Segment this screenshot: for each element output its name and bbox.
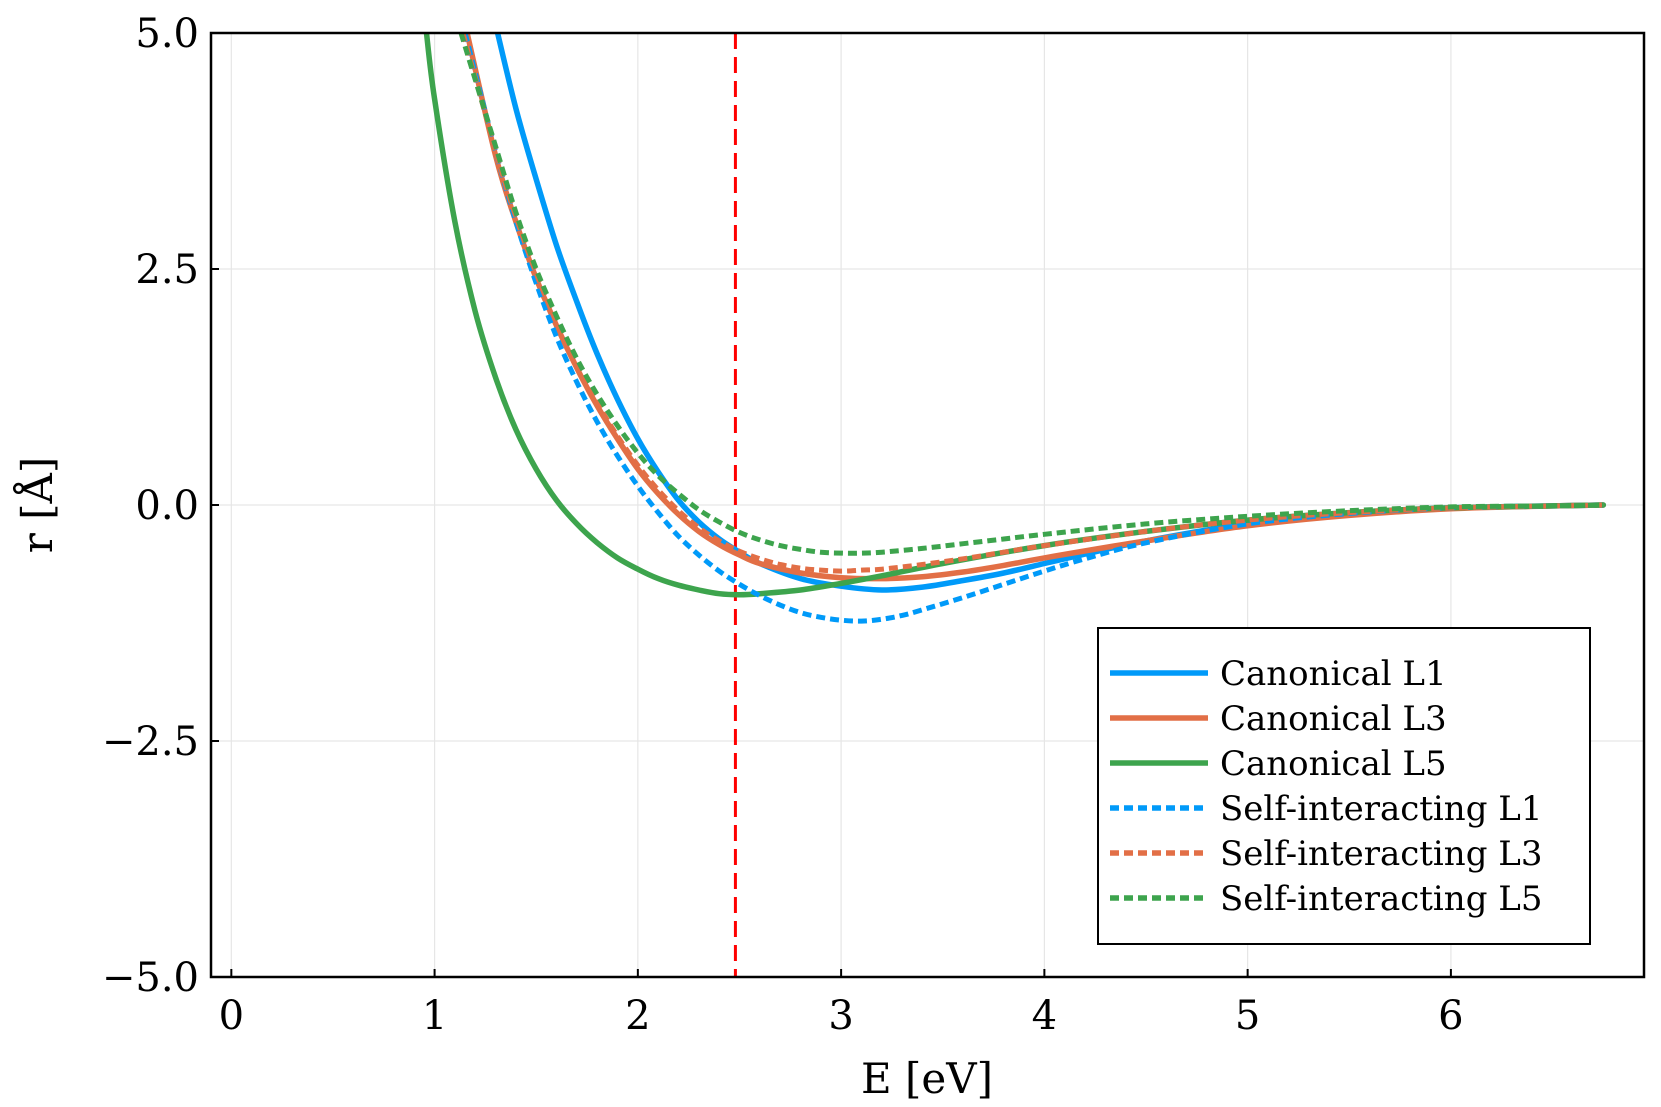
y-tick-label: −5.0 [102,955,199,1001]
x-tick-label: 6 [1438,993,1463,1039]
legend-box [1097,627,1591,945]
series-line-canonical-l3 [464,33,1607,582]
series-layer [423,33,1607,624]
y-tick-label: 0.0 [135,483,199,529]
legend: Canonical L1 Canonical L3 Canonical L5 Self… [1097,627,1591,945]
y-axis-label: r [Å] [12,457,62,554]
legend-label-canonical-l1: Canonical L1 [1220,654,1447,694]
legend-label-canonical-l3: Canonical L3 [1220,699,1447,739]
x-tick-label: 4 [1032,993,1057,1039]
legend-label-self-interacting-l1: Self-interacting L1 [1220,789,1543,829]
x-tick-label: 1 [422,993,447,1039]
axis-ticks: 0 1 2 3 4 5 6 −5.0 −2.5 0.0 2.5 5.0 [102,11,1464,1039]
x-tick-label: 5 [1235,993,1260,1039]
y-tick-label: −2.5 [102,719,199,765]
x-tick-label: 0 [219,993,244,1039]
x-axis-label: E [eV] [861,1054,993,1103]
series-line-self-interacting-l3 [460,33,1604,574]
legend-label-canonical-l5: Canonical L5 [1220,744,1447,784]
legend-label-self-interacting-l3: Self-interacting L3 [1220,834,1543,874]
x-tick-label: 3 [828,993,853,1039]
series-line-self-interacting-l5 [458,33,1604,556]
series-line-self-interacting-l1 [462,33,1604,624]
legend-label-self-interacting-l5: Self-interacting L5 [1220,879,1543,919]
x-tick-label: 2 [625,993,650,1039]
y-tick-label: 5.0 [135,11,199,57]
y-tick-label: 2.5 [135,247,199,293]
